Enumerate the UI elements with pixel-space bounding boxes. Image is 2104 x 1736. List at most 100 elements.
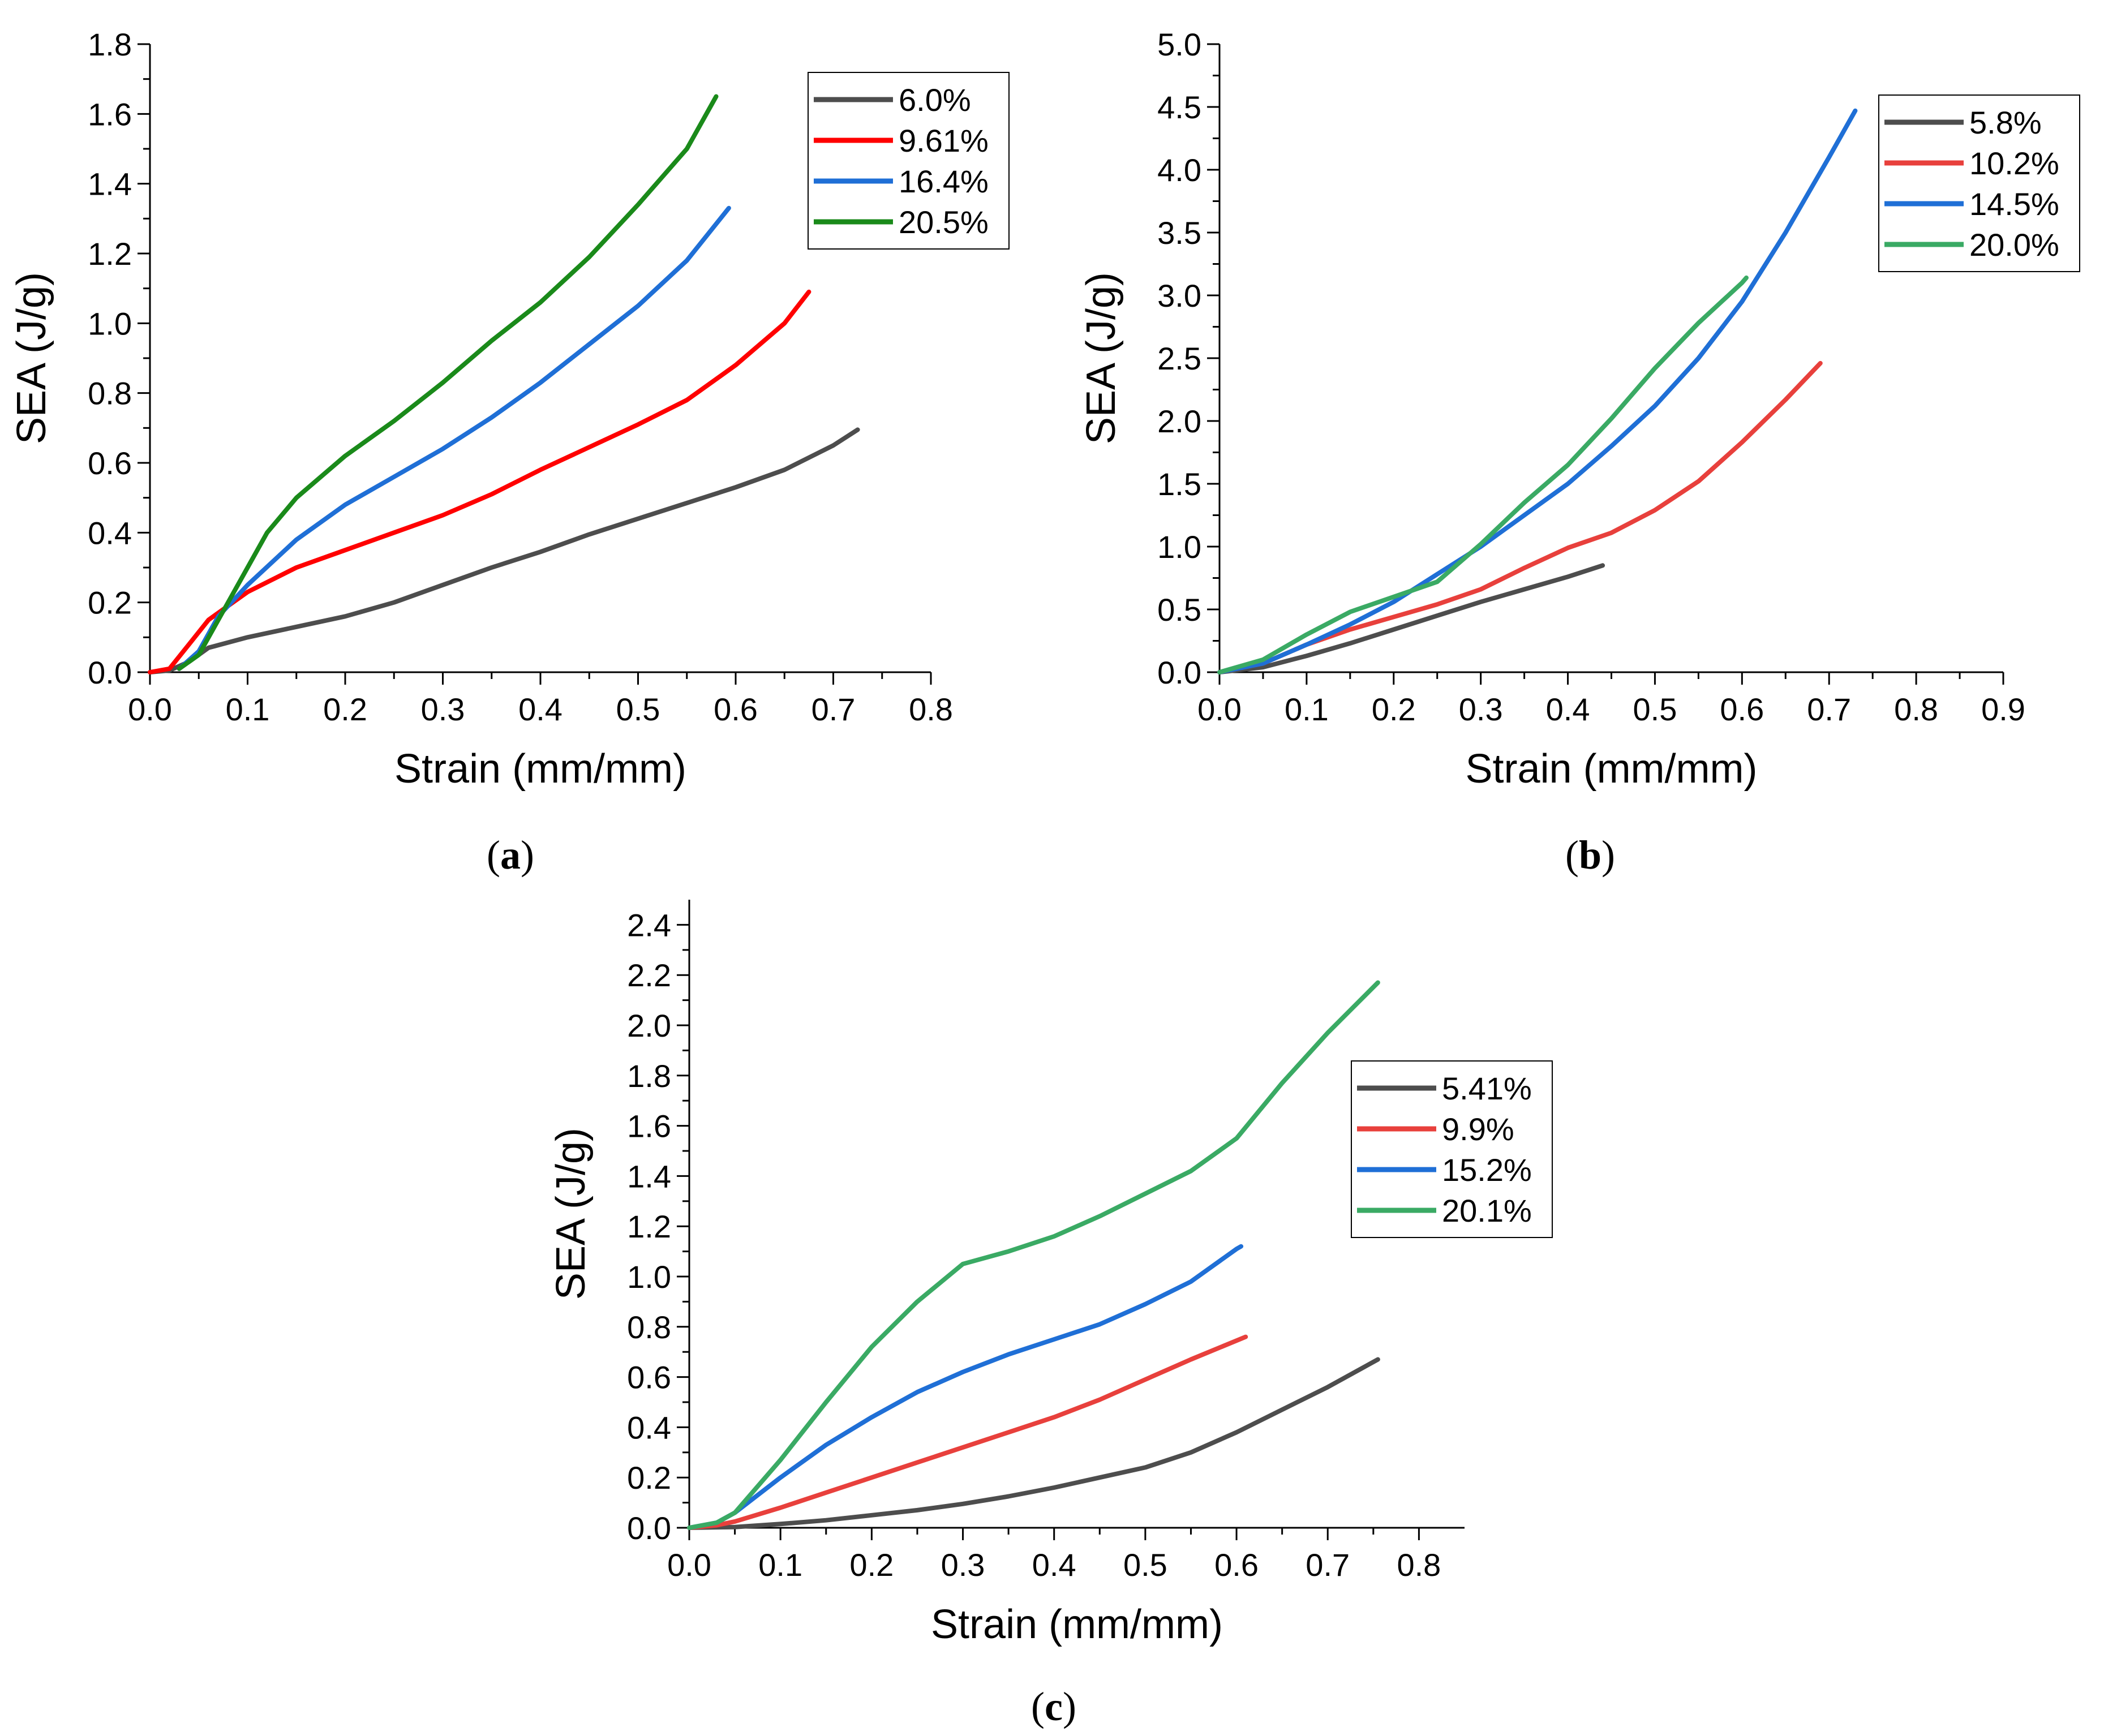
y-tick-label: 0.0 — [1157, 655, 1201, 690]
y-tick-label: 1.4 — [627, 1158, 671, 1194]
y-tick-label: 5.0 — [1157, 27, 1201, 62]
series-line-20.0% — [1217, 275, 1749, 674]
panel-label: (c) — [1031, 1684, 1076, 1729]
panel-label-open: ( — [1031, 1684, 1045, 1729]
legend-label: 15.2% — [1442, 1152, 1532, 1188]
y-tick-label: 1.0 — [1157, 529, 1201, 565]
x-axis-label: Strain (mm/mm) — [394, 746, 686, 792]
y-tick-label: 0.4 — [88, 515, 132, 551]
x-tick-label: 0.1 — [226, 691, 270, 727]
y-tick-label: 1.8 — [88, 27, 132, 62]
y-tick-label: 2.5 — [1157, 341, 1201, 376]
series-line-9.61% — [148, 289, 811, 674]
x-tick-label: 0.5 — [1633, 691, 1677, 727]
panel-label-open: ( — [1565, 832, 1579, 878]
x-tick-label: 0.5 — [1123, 1547, 1167, 1583]
y-tick-label: 2.0 — [627, 1008, 671, 1043]
y-tick-label: 0.0 — [627, 1510, 671, 1546]
legend-label: 5.8% — [1969, 105, 2042, 140]
chart-panel-b: 0.0 0.1 0.2 0.3 0.4 0.5 0.6 0.7 0.8 0.9 0.0 0.5 1.0 1… — [1079, 27, 2080, 878]
x-tick-label: 0.4 — [1546, 691, 1590, 727]
x-tick-label: 0.6 — [714, 691, 758, 727]
x-tick-label: 0.6 — [1720, 691, 1764, 727]
series-line-14.5% — [1217, 108, 1858, 674]
x-tick-label: 0.8 — [909, 691, 953, 727]
x-tick-label: 0.8 — [1894, 691, 1938, 727]
series-line-20.5% — [177, 94, 719, 671]
x-tick-label: 0.7 — [811, 691, 856, 727]
series-line-5.41% — [687, 1357, 1380, 1530]
x-tick-label: 0.0 — [667, 1547, 711, 1583]
x-tick-label: 0.1 — [758, 1547, 802, 1583]
series-line-5.8% — [1217, 563, 1605, 674]
x-axis-label: Strain (mm/mm) — [931, 1602, 1223, 1647]
series-line-6.0% — [148, 427, 860, 674]
x-tick-label: 0.0 — [1197, 691, 1242, 727]
y-tick-label: 1.8 — [627, 1058, 671, 1094]
panel-label-close: ) — [521, 832, 534, 878]
y-tick-label: 0.6 — [627, 1360, 671, 1395]
legend-label: 20.1% — [1442, 1193, 1532, 1228]
legend-label: 20.5% — [899, 204, 989, 240]
legend-label: 20.0% — [1969, 227, 2059, 263]
x-axis-label: Strain (mm/mm) — [1466, 746, 1758, 792]
panel-label-letter: a — [500, 832, 521, 878]
y-tick-label: 1.5 — [1157, 466, 1201, 502]
legend: 5.41% 9.9% 15.2% 20.1% — [1351, 1060, 1553, 1238]
panel-label-letter: c — [1045, 1684, 1063, 1729]
y-tick-label: 2.4 — [627, 907, 671, 943]
panel-label: (b) — [1565, 832, 1615, 878]
y-tick-label: 1.2 — [88, 236, 132, 272]
y-tick-label: 3.0 — [1157, 278, 1201, 313]
y-tick-label: 2.0 — [1157, 403, 1201, 439]
legend-label: 5.41% — [1442, 1071, 1532, 1106]
legend-label: 9.9% — [1442, 1111, 1514, 1147]
x-tick-label: 0.7 — [1807, 691, 1851, 727]
y-axis-label: SEA (J/g) — [1079, 272, 1124, 444]
series-line-9.9% — [687, 1334, 1248, 1530]
y-axis-label: SEA (J/g) — [9, 272, 54, 444]
x-tick-label: 0.2 — [849, 1547, 894, 1583]
legend-label: 10.2% — [1969, 145, 2059, 181]
y-tick-label: 1.6 — [627, 1108, 671, 1144]
y-tick-label: 0.5 — [1157, 592, 1201, 628]
y-tick-label: 0.8 — [627, 1309, 671, 1345]
legend: 6.0% 9.61% 16.4% 20.5% — [808, 72, 1010, 250]
x-tick-label: 0.3 — [421, 691, 465, 727]
chart-panel-a: 0.0 0.1 0.2 0.3 0.4 0.5 0.6 0.7 0.8 0.0 0.2 0.4 0.6 0… — [9, 27, 1010, 878]
panel-label: (a) — [487, 832, 534, 878]
legend: 5.8% 10.2% 14.5% 20.0% — [1878, 94, 2080, 272]
y-tick-label: 0.8 — [88, 376, 132, 411]
series-line-20.1% — [687, 980, 1380, 1530]
x-tick-label: 0.6 — [1214, 1547, 1259, 1583]
panel-label-close: ) — [1601, 832, 1615, 878]
x-tick-label: 0.1 — [1285, 691, 1329, 727]
y-tick-label: 2.2 — [627, 957, 671, 993]
panel-label-letter: b — [1579, 832, 1601, 878]
x-tick-label: 0.5 — [616, 691, 660, 727]
y-tick-label: 4.5 — [1157, 89, 1201, 125]
legend-label: 14.5% — [1969, 186, 2059, 222]
x-tick-label: 0.2 — [1372, 691, 1416, 727]
y-tick-label: 0.0 — [88, 655, 132, 690]
x-tick-label: 0.0 — [128, 691, 172, 727]
panel-label-open: ( — [487, 832, 500, 878]
x-tick-label: 0.2 — [323, 691, 367, 727]
y-tick-label: 0.2 — [88, 585, 132, 621]
legend-label: 6.0% — [899, 82, 971, 118]
y-tick-label: 0.6 — [88, 445, 132, 481]
panel-label-close: ) — [1063, 1684, 1076, 1729]
y-tick-label: 1.4 — [88, 166, 132, 202]
y-axis-label: SEA (J/g) — [548, 1128, 594, 1300]
y-tick-label: 0.4 — [627, 1410, 671, 1445]
series-line-16.4% — [177, 205, 731, 671]
series-line-15.2% — [687, 1244, 1244, 1530]
y-tick-label: 3.5 — [1157, 215, 1201, 251]
x-tick-label: 0.3 — [1459, 691, 1503, 727]
y-tick-label: 1.2 — [627, 1209, 671, 1244]
y-tick-label: 1.0 — [88, 306, 132, 341]
legend-label: 9.61% — [899, 123, 989, 158]
x-tick-label: 0.4 — [518, 691, 563, 727]
x-tick-label: 0.3 — [941, 1547, 985, 1583]
